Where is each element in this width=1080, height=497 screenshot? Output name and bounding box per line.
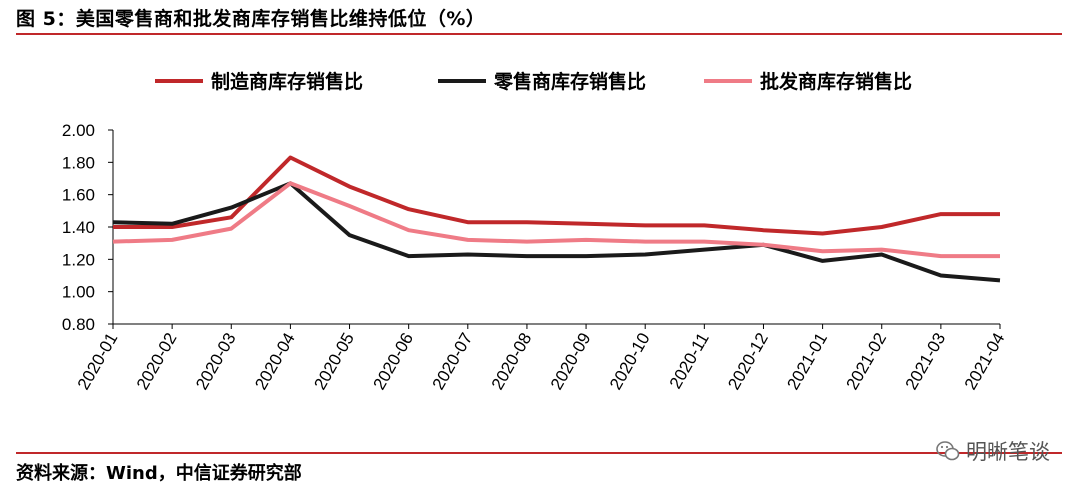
y-tick-label: 2.00 bbox=[62, 121, 95, 140]
series-line-2 bbox=[112, 181, 1001, 283]
x-tick-label: 2021-01 bbox=[783, 330, 831, 394]
x-tick-label: 2020-06 bbox=[369, 330, 417, 394]
bottom-divider bbox=[16, 452, 1062, 454]
x-tick-label: 2020-03 bbox=[192, 330, 240, 394]
top-divider bbox=[16, 33, 1062, 35]
x-tick-label: 2021-03 bbox=[902, 330, 950, 394]
source-note: 资料来源：Wind，中信证券研究部 bbox=[16, 463, 302, 484]
series-line-1 bbox=[113, 155, 1000, 236]
chart-series bbox=[112, 155, 1001, 283]
x-tick-label: 2020-09 bbox=[547, 330, 595, 394]
y-tick-label: 1.00 bbox=[62, 283, 95, 302]
wechat-icon bbox=[936, 441, 960, 461]
x-tick-label: 2021-02 bbox=[843, 330, 891, 394]
x-tick-label: 2020-05 bbox=[310, 330, 358, 394]
legend-label-3: 批发商库存销售比 bbox=[760, 70, 912, 93]
x-tick-label: 2020-02 bbox=[133, 330, 181, 394]
x-tick-label: 2020-10 bbox=[606, 330, 654, 394]
x-tick-label: 2020-12 bbox=[724, 330, 772, 394]
y-tick-label: 1.20 bbox=[62, 250, 95, 269]
x-tick-label: 2020-04 bbox=[251, 330, 299, 394]
x-tick-label: 2020-01 bbox=[74, 330, 122, 394]
y-tick-label: 0.80 bbox=[62, 315, 95, 334]
y-tick-label: 1.40 bbox=[62, 218, 95, 237]
x-tick-label: 2021-04 bbox=[961, 330, 1009, 394]
line-chart: 制造商库存销售比 零售商库存销售比 批发商库存销售比 0.80 1.00 1.20 1.4… bbox=[62, 70, 1009, 394]
x-tick-label: 2020-11 bbox=[666, 330, 713, 392]
x-tick-label: 2020-08 bbox=[488, 330, 536, 394]
y-tick-label: 1.60 bbox=[62, 186, 95, 205]
chart-legend: 制造商库存销售比 零售商库存销售比 批发商库存销售比 bbox=[155, 70, 912, 93]
legend-label-2: 零售商库存销售比 bbox=[493, 70, 646, 93]
x-tick-label: 2020-07 bbox=[429, 330, 477, 394]
watermark: 明晰笔谈 bbox=[936, 436, 1050, 466]
watermark-text: 明晰笔谈 bbox=[966, 440, 1050, 464]
figure-title: 图 5：美国零售商和批发商库存销售比维持低位（%） bbox=[16, 8, 486, 30]
legend-label-1: 制造商库存销售比 bbox=[211, 70, 363, 93]
y-tick-label: 1.80 bbox=[62, 153, 95, 172]
series-line-3 bbox=[112, 181, 1000, 259]
